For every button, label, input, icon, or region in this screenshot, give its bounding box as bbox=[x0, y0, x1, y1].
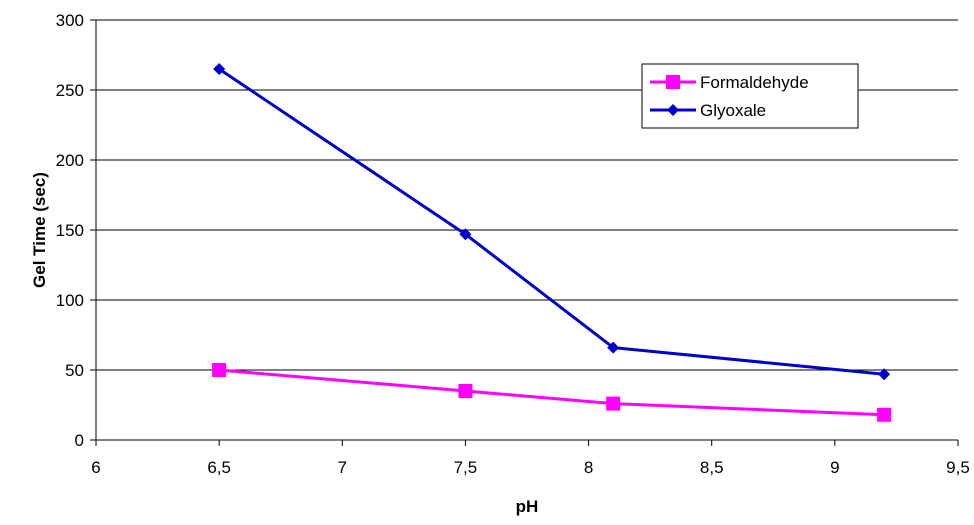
y-tick-label: 100 bbox=[56, 291, 84, 310]
y-tick-label: 200 bbox=[56, 151, 84, 170]
data-point-glyoxale bbox=[878, 368, 891, 381]
data-point-formaldehyde bbox=[877, 407, 892, 422]
legend-label-glyoxale: Glyoxale bbox=[700, 101, 766, 120]
data-point-formaldehyde bbox=[458, 384, 473, 398]
x-tick-label: 8 bbox=[584, 458, 593, 477]
x-tick-label: 7 bbox=[338, 458, 347, 477]
series-line-glyoxale bbox=[218, 67, 885, 376]
x-tick-label: 8,5 bbox=[700, 458, 724, 477]
x-axis-title: pH bbox=[516, 497, 539, 516]
legend-label-formaldehyde: Formaldehyde bbox=[700, 73, 809, 92]
y-tick-label: 50 bbox=[65, 361, 84, 380]
x-tick-label: 9 bbox=[830, 458, 839, 477]
legend-marker-formaldehyde bbox=[666, 75, 680, 89]
series-line-formaldehyde bbox=[219, 368, 885, 417]
legend: Formaldehyde Glyoxale bbox=[641, 63, 859, 129]
y-tick-label: 250 bbox=[56, 81, 84, 100]
data-point-glyoxale bbox=[459, 228, 472, 241]
legend-box bbox=[641, 63, 859, 129]
data-point-formaldehyde bbox=[606, 396, 621, 411]
data-point-formaldehyde bbox=[212, 363, 227, 377]
series bbox=[212, 63, 892, 422]
y-tick-label: 150 bbox=[56, 221, 84, 240]
axes bbox=[90, 19, 959, 446]
data-point-glyoxale bbox=[213, 63, 226, 75]
tick-labels: 0 50 100 150 200 250 300 6 6,5 7 7,5 8 8,5 9 9,5 bbox=[56, 11, 970, 477]
y-tick-label: 0 bbox=[75, 431, 84, 450]
x-tick-label: 6,5 bbox=[207, 458, 231, 477]
x-tick-label: 9,5 bbox=[946, 458, 970, 477]
y-tick-label: 300 bbox=[56, 11, 84, 30]
y-axis-title: Gel Time (sec) bbox=[30, 172, 49, 288]
gridlines bbox=[96, 19, 958, 371]
data-point-glyoxale bbox=[607, 341, 620, 354]
x-tick-label: 7,5 bbox=[454, 458, 478, 477]
x-tick-label: 6 bbox=[91, 458, 100, 477]
legend-marker-glyoxale bbox=[667, 104, 679, 116]
